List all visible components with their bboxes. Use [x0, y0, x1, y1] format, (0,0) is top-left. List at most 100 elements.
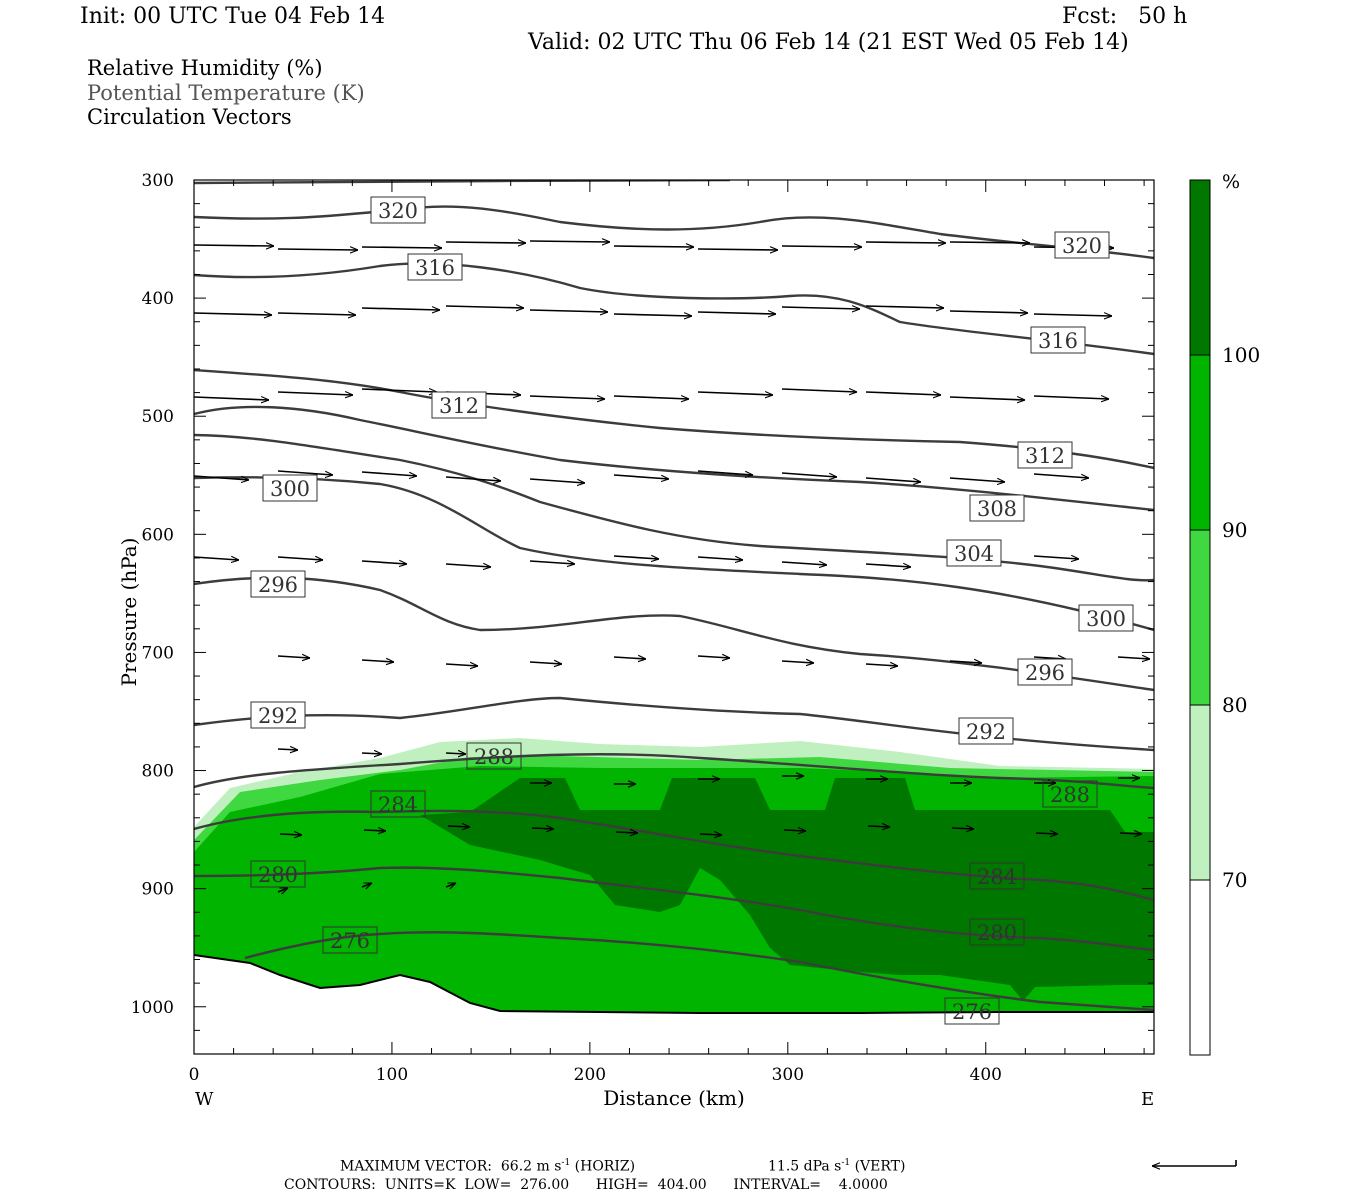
circulation-vector — [194, 397, 269, 400]
circulation-vector — [361, 561, 407, 564]
reference-vector-arrow — [1152, 1160, 1237, 1166]
y-tick-label: 1000 — [131, 998, 174, 1018]
svg-text:292: 292 — [966, 720, 1006, 744]
circulation-vector — [277, 313, 356, 315]
circulation-vector — [613, 314, 692, 316]
y-tick-label: 800 — [142, 762, 174, 782]
vert-vector-readout: 11.5 dPa s-1 (VERT) — [768, 1158, 905, 1175]
colorbar-label-100: 100 — [1222, 343, 1260, 367]
circulation-vector — [361, 389, 437, 392]
circulation-vector — [697, 656, 730, 658]
colorbar-unit: % — [1222, 171, 1240, 193]
circulation-vector — [949, 242, 1030, 243]
y-tick-label: 300 — [142, 171, 174, 191]
svg-text:284: 284 — [378, 793, 418, 817]
circulation-vector — [613, 474, 669, 479]
circulation-vector — [529, 396, 605, 399]
contour-label: 320 — [1054, 231, 1110, 259]
x-tick-label: 200 — [574, 1065, 606, 1085]
y-tick-label: 400 — [142, 289, 174, 309]
circulation-vector — [529, 662, 562, 664]
contour-label: 292 — [250, 701, 306, 729]
max-vector-readout: MAXIMUM VECTOR: 66.2 m s-1 (HORIZ) — [340, 1158, 635, 1175]
contour-label: 300 — [262, 474, 318, 502]
svg-text:312: 312 — [1025, 444, 1065, 468]
svg-text:320: 320 — [378, 199, 418, 223]
circulation-vector — [445, 882, 456, 887]
svg-text:304: 304 — [954, 542, 994, 566]
x-tick-label: 400 — [970, 1065, 1002, 1085]
contour-label: 296 — [1017, 658, 1073, 686]
svg-text:276: 276 — [952, 1000, 992, 1024]
axis-ticks — [193, 179, 1154, 1055]
circulation-vector — [697, 249, 778, 250]
circulation-vector — [529, 241, 610, 242]
circulation-vector — [363, 830, 386, 831]
theta-contour-line — [244, 931, 1154, 1012]
y-tick-label: 500 — [142, 407, 174, 427]
circulation-vector — [865, 477, 921, 482]
circulation-vector — [1035, 833, 1058, 834]
circulation-vector — [194, 313, 272, 315]
circulation-vector — [949, 311, 1028, 313]
contour-label: 284 — [370, 790, 426, 818]
circulation-vector — [1117, 657, 1150, 659]
field-rh-label: Relative Humidity (%) — [87, 56, 323, 80]
circulation-vector — [1033, 473, 1089, 478]
circulation-vector — [697, 392, 773, 395]
svg-text:312: 312 — [439, 394, 479, 418]
contour-label: 304 — [946, 539, 1002, 567]
circulation-vector — [865, 664, 898, 666]
max-vector-vert-tail: (VERT) — [850, 1158, 906, 1175]
x-tick-label: 0 — [189, 1065, 200, 1085]
colorbar-label-80: 80 — [1222, 693, 1247, 717]
theta-contour-line — [194, 809, 1154, 902]
circulation-vector — [529, 478, 585, 483]
circulation-vector — [361, 247, 442, 248]
circulation-vector — [951, 828, 974, 829]
y-axis-title: Pressure (hPa) — [117, 538, 141, 687]
svg-text:296: 296 — [258, 573, 298, 597]
theta-contour-line — [194, 368, 1154, 470]
colorbar — [1189, 179, 1211, 1056]
theta-contour-line — [194, 866, 1154, 952]
terrain-line — [194, 954, 1154, 1014]
terrain-mask — [194, 955, 1154, 1054]
svg-text:300: 300 — [1086, 607, 1126, 631]
circulation-vector — [194, 475, 249, 480]
contour-label: 320 — [370, 196, 426, 224]
circulation-vector — [445, 564, 491, 567]
circulation-vector — [613, 556, 659, 559]
init-time: Init: 00 UTC Tue 04 Feb 14 — [80, 4, 386, 29]
plot-frame — [193, 179, 1155, 1055]
contour-label: 316 — [1030, 326, 1086, 354]
theta-contour-line — [194, 476, 1154, 632]
circulation-vector — [781, 472, 837, 477]
circulation-vector — [361, 471, 417, 476]
circulation-vector — [1033, 314, 1112, 316]
contour-label: 280 — [969, 918, 1025, 946]
circulation-vector — [445, 753, 466, 754]
contour-info: CONTOURS: UNITS=K LOW= 276.00 HIGH= 404.… — [284, 1177, 888, 1193]
circulation-vector — [277, 887, 288, 892]
circulation-vector — [865, 242, 946, 243]
circulation-vector — [361, 660, 394, 662]
circulation-vector — [783, 830, 806, 831]
circulation-vector — [445, 476, 501, 481]
svg-text:300: 300 — [270, 477, 310, 501]
circulation-vector — [529, 561, 575, 564]
contour-label: 316 — [407, 253, 463, 281]
circulation-vector — [361, 753, 382, 754]
contour-label: 312 — [431, 391, 487, 419]
theta-contour-line — [194, 576, 1154, 692]
circulation-vector — [949, 661, 982, 663]
x-tick-label: 100 — [376, 1065, 408, 1085]
circulation-vector — [699, 834, 722, 835]
circulation-vector — [277, 392, 353, 395]
svg-text:316: 316 — [1038, 329, 1078, 353]
circulation-vector — [697, 470, 753, 475]
theta-contour-line — [194, 753, 1154, 790]
exp-horiz: -1 — [561, 1158, 571, 1168]
x-axis-title: Distance (km) — [603, 1086, 745, 1110]
